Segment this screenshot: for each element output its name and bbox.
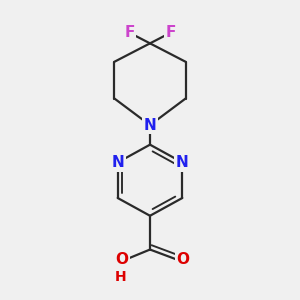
Text: N: N — [176, 155, 189, 170]
Text: O: O — [115, 252, 128, 267]
Text: H: H — [115, 270, 126, 283]
Text: N: N — [111, 155, 124, 170]
Text: F: F — [165, 25, 176, 40]
Text: F: F — [124, 25, 135, 40]
Text: N: N — [144, 118, 156, 133]
Text: O: O — [177, 252, 190, 267]
